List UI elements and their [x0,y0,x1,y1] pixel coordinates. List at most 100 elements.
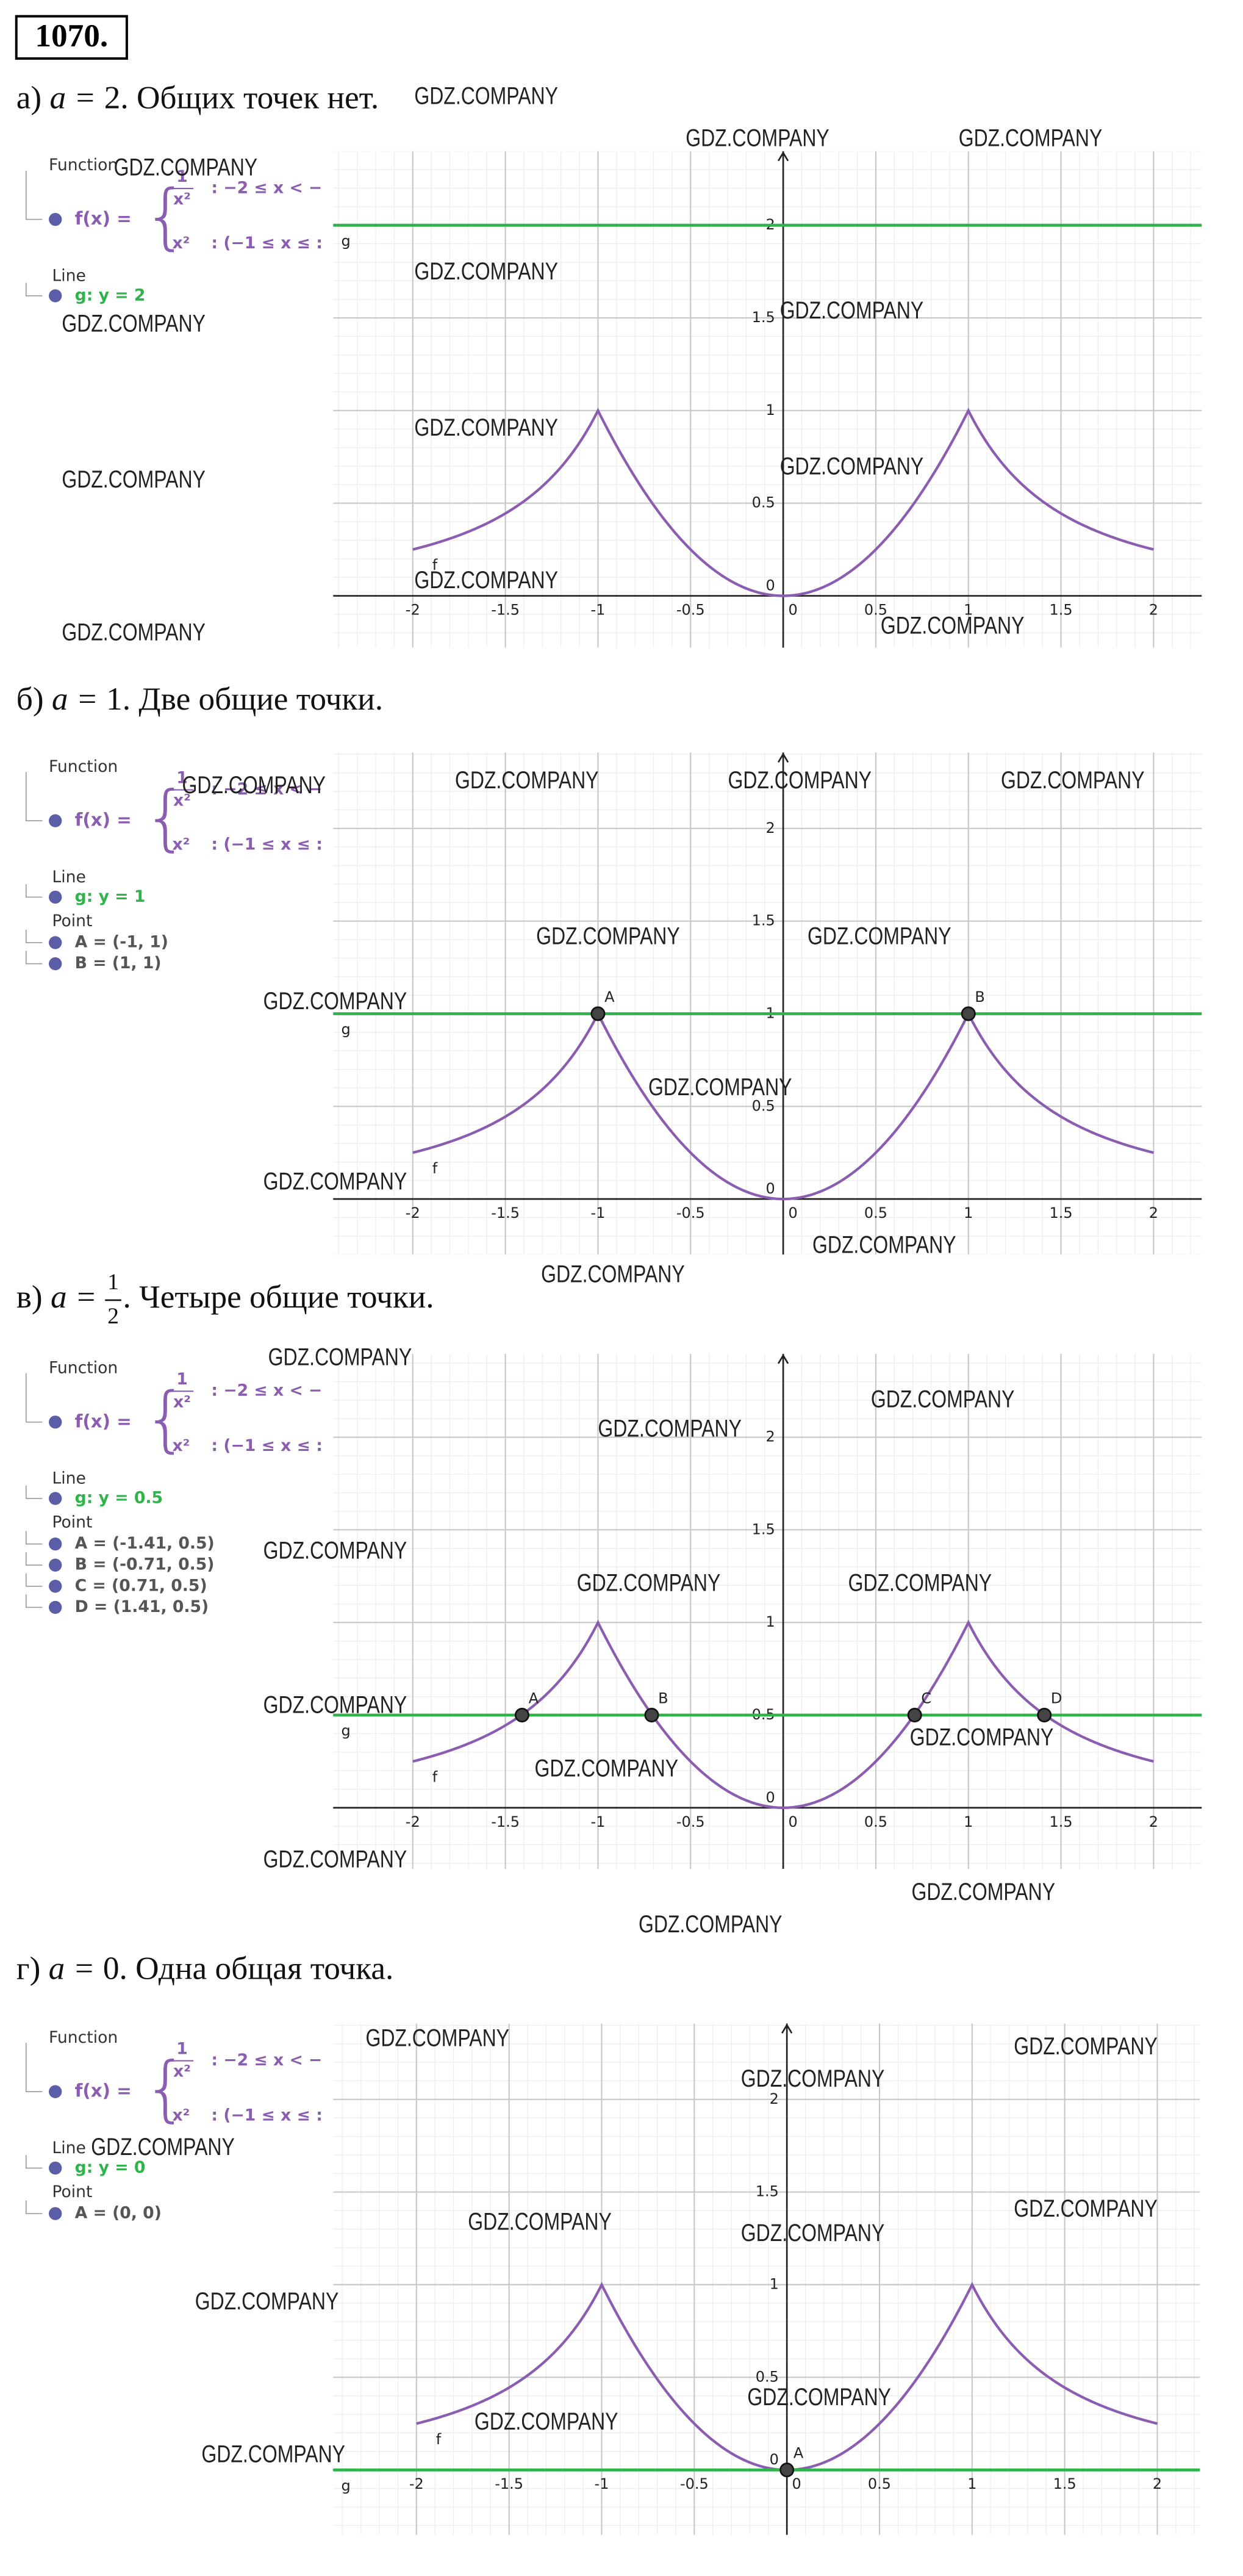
watermark: GDZ.COMPANY [263,987,407,1015]
x-tick-label: -1.5 [491,1813,520,1830]
line-label: g [342,1722,351,1740]
y-tick-label: 2 [766,1428,775,1445]
bullet [49,2161,62,2175]
line-heading: Line [52,868,85,887]
line-label: g [342,1021,351,1038]
equation-rhs: 1 [106,681,123,717]
point-entry: C = (0.71, 0.5) [75,1576,207,1595]
equation-lhs: a = [49,1950,95,1986]
x-tick-label: 2 [1149,1204,1158,1221]
function-heading: Function [49,1358,118,1377]
x-tick-label: -2 [406,1813,420,1830]
x-tick-label: -2 [409,2475,424,2492]
point-entry: B = (1, 1) [75,954,162,973]
tree-line [25,1573,43,1587]
watermark: GDZ.COMPANY [414,566,558,594]
x-tick-label: -1 [590,1204,605,1221]
bullet [49,2207,62,2220]
point-entry: D = (1.41, 0.5) [75,1597,209,1616]
point-label: B [658,1689,668,1707]
intersection-point [907,1708,922,1723]
x-tick-label: 1.5 [1050,1813,1073,1830]
watermark: GDZ.COMPANY [263,1691,407,1718]
y-axis-arrow [781,2023,793,2034]
piece1-cond: : −2 ≤ x < − [211,2051,322,2070]
y-tick-label: 2 [766,819,775,836]
x-tick-label: 1 [964,1813,973,1830]
x-tick-label: -0.5 [676,1813,705,1830]
point-heading: Point [52,912,92,930]
piece2-expr: x² [172,835,190,854]
watermark: GDZ.COMPANY [741,2219,885,2247]
tree-line [25,884,43,898]
y-tick-label: 1 [770,2276,779,2293]
watermark: GDZ.COMPANY [195,2287,339,2315]
function-curve [412,408,1154,597]
equation-lhs: a = [51,1279,97,1315]
watermark: GDZ.COMPANY [414,413,558,441]
piece1-num: 1 [176,768,188,787]
bullet [49,814,62,827]
equation-denominator: 2 [107,1304,119,1329]
piece1-den: x² [173,791,191,810]
y-tick-label: 1 [766,1613,775,1630]
x-tick-label: 2 [1149,1813,1158,1830]
x-tick-label: -1.5 [491,1204,520,1221]
watermark: GDZ.COMPANY [848,1569,992,1596]
watermark: GDZ.COMPANY [62,309,206,337]
tree-line [25,929,43,943]
piece2-expr: x² [172,2106,190,2125]
function-name: f(x) = [75,810,132,830]
y-axis-arrow [777,151,789,162]
y-tick-label: 0 [766,1180,775,1197]
point-entry: A = (-1, 1) [75,932,168,951]
tree-line [25,282,43,297]
x-tick-label: -1 [595,2475,609,2492]
point-label: A [529,1689,539,1707]
x-tick-label: -1 [590,601,605,618]
graph-background [333,752,1202,1255]
bullet [49,1416,62,1429]
x-tick-label: 1 [964,1204,973,1221]
bullet [49,1600,62,1614]
tree-line [25,1552,43,1566]
watermark: GDZ.COMPANY [534,1754,678,1782]
y-axis-arrow [777,1353,789,1364]
piece2-cond: : (−1 ≤ x ≤ : [211,2106,322,2125]
curve-label: f [436,2431,442,2448]
intersection-point [644,1708,659,1723]
watermark: GDZ.COMPANY [263,1536,407,1564]
bullet [49,936,62,949]
line-label: g [342,2477,351,2494]
line-entry: g: y = 2 [75,286,146,304]
tree-line [25,1531,43,1545]
graph-background [333,1353,1202,1869]
y-tick-label: 1.5 [752,912,775,929]
watermark: GDZ.COMPANY [648,1073,792,1101]
line-heading: Line [52,2139,85,2157]
watermark: GDZ.COMPANY [1001,766,1145,793]
problem-number: 1070. [35,18,108,54]
function-curve [412,1619,1154,1809]
graph: -2 -1.5 -1 -0.5 0 0.5 1 1.5 2 0 0.5 1 1.5 2 f g A [333,2023,1200,2535]
function-heading: Function [49,757,118,776]
piece1-den: x² [173,1392,191,1411]
x-tick-label: 1.5 [1050,601,1073,618]
piece2-expr: x² [172,234,190,253]
tree-line [25,1373,43,1423]
bullet [49,890,62,904]
y-tick-label: 0 [766,577,775,594]
graph-background [333,2023,1200,2535]
equation-numerator: 1 [107,1270,119,1295]
y-tick-label: 0 [770,2451,779,2468]
y-tick-label: 0 [766,1789,775,1806]
curve-label: f [432,1769,438,1786]
watermark: GDZ.COMPANY [639,1910,783,1938]
